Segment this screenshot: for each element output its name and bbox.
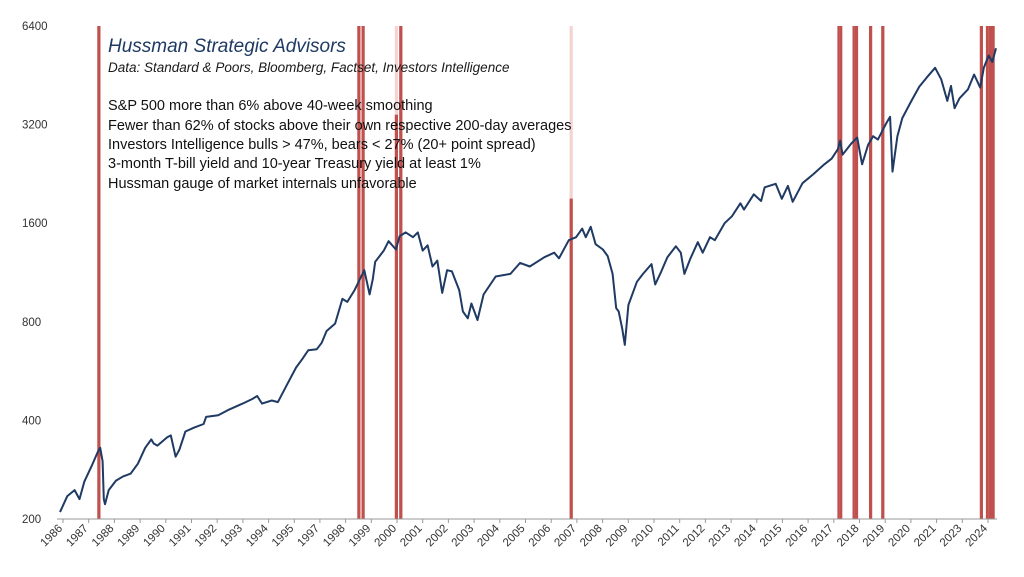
condition-text: S&P 500 more than 6% above 40-week smoot… <box>108 98 433 114</box>
y-tick-label: 1600 <box>22 218 48 230</box>
signal-band <box>985 26 990 519</box>
signal-band <box>852 26 856 519</box>
y-axis: 200 400 800 1600 3200 6400 <box>22 21 48 526</box>
signal-band <box>869 26 873 519</box>
signal-band <box>569 198 573 519</box>
y-tick-label: 800 <box>22 317 41 329</box>
signal-band <box>979 26 983 519</box>
signal-band <box>854 26 859 519</box>
series-layer <box>59 48 997 513</box>
condition-text: Fewer than 62% of stocks above their own… <box>108 118 571 134</box>
signal-band <box>97 26 101 519</box>
y-tick-label: 400 <box>22 415 41 427</box>
signal-band <box>991 26 995 519</box>
conditions-list: S&P 500 more than 6% above 40-week smoot… <box>108 98 571 192</box>
y-tick-label: 3200 <box>22 120 48 132</box>
signal-band <box>357 26 361 519</box>
series-line-sp500 <box>59 48 997 513</box>
condition-text: Investors Intelligence bulls > 47%, bear… <box>108 137 536 153</box>
signal-band <box>394 114 398 519</box>
signal-band <box>839 26 843 519</box>
signal-band <box>881 26 885 519</box>
condition-text: Hussman gauge of market internals unfavo… <box>108 176 417 192</box>
condition-text: 3-month T-bill yield and 10-year Treasur… <box>108 156 481 172</box>
chart-subtitle: Data: Standard & Poors, Bloomberg, Facts… <box>108 60 509 75</box>
signal-band <box>988 26 992 519</box>
chart-title: Hussman Strategic Advisors <box>108 36 346 57</box>
y-tick-label: 6400 <box>22 21 48 33</box>
y-tick-label: 200 <box>22 514 41 526</box>
signal-band <box>399 26 403 519</box>
signal-band <box>837 26 841 519</box>
